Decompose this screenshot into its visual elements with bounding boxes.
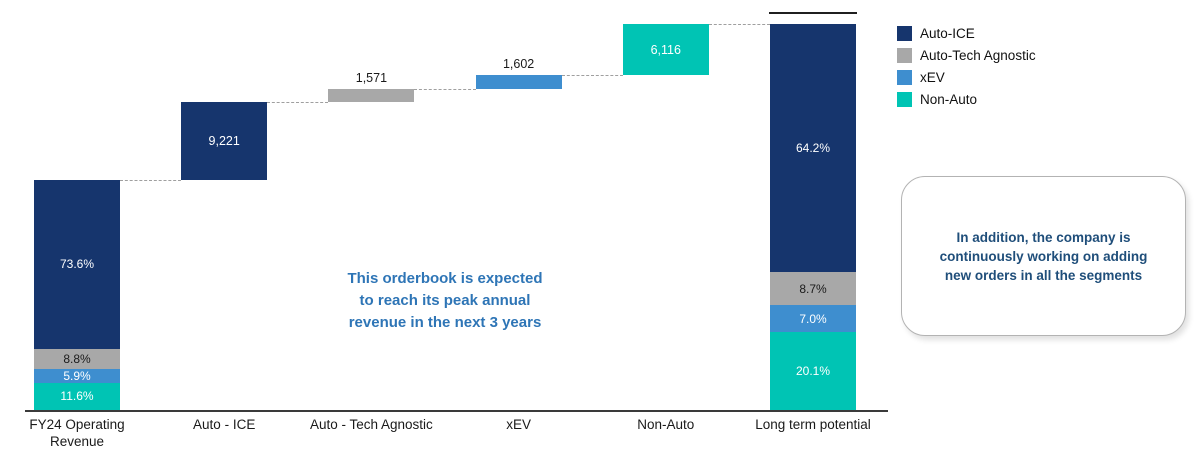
legend-swatch-auto-tech-agnostic [897, 48, 912, 63]
legend-label-non-auto: Non-Auto [920, 92, 978, 107]
orderbook-annotation: This orderbook is expected to reach its … [270, 268, 620, 334]
bar-segment-xev: 5.9% [34, 369, 120, 384]
callout-text: In addition, the company is continuously… [939, 229, 1148, 283]
bar-segment-auto-ice: 73.6% [34, 179, 120, 350]
legend: Auto-ICE Auto-Tech Agnostic xEV Non-Auto [897, 26, 1036, 114]
x-axis-label-non-auto: Non-Auto [637, 417, 695, 432]
top-edge-line [769, 12, 857, 14]
legend-label-auto-ice: Auto-ICE [920, 26, 975, 41]
x-axis-label-xev: xEV [506, 417, 531, 432]
annotation-line: to reach its peak annual [359, 292, 531, 309]
increment-bar-auto-ice: 9,221 [181, 102, 268, 180]
x-axis-label-auto-ice: Auto - ICE [193, 417, 256, 432]
increment-bar-non-auto: 6,116 [622, 24, 709, 76]
waterfall-connector [708, 24, 770, 25]
increment-bar-xev [475, 75, 562, 89]
legend-item-auto-tech-agnostic: Auto-Tech Agnostic [897, 48, 1036, 63]
waterfall-connector [414, 88, 476, 90]
bar-segment-non-auto: 11.6% [34, 383, 120, 410]
x-axis-label-long-term-potential: Long term potential [755, 417, 871, 432]
end-stacked-bar: 64.2% 8.7% 7.0% 20.1% [770, 24, 856, 410]
bar-segment-auto-tech-agnostic: 8.8% [34, 349, 120, 370]
legend-swatch-auto-ice [897, 26, 912, 41]
waterfall-connector [120, 179, 182, 181]
bar-segment-auto-tech-agnostic: 8.7% [770, 271, 856, 306]
legend-label-xev: xEV [920, 70, 945, 85]
x-axis-line [25, 410, 888, 412]
callout-box: In addition, the company is continuously… [901, 176, 1186, 336]
legend-swatch-xev [897, 70, 912, 85]
x-axis-label-fy24-operating-revenue: FY24 Operating Revenue [29, 417, 125, 449]
legend-label-auto-tech-agnostic: Auto-Tech Agnostic [920, 48, 1036, 63]
increment-bar-auto-tech-agnostic [328, 88, 415, 103]
bar-segment-non-auto: 20.1% [770, 332, 856, 410]
bar-segment-xev: 7.0% [770, 305, 856, 333]
annotation-line: This orderbook is expected [347, 270, 543, 287]
annotation-line: revenue in the next 3 years [348, 314, 542, 331]
start-stacked-bar: 73.6% 8.8% 5.9% 11.6% [34, 179, 120, 410]
waterfall-connector [267, 102, 329, 104]
value-label-auto-tech-agnostic: 1,571 [355, 70, 388, 85]
value-label-xev: 1,602 [502, 57, 535, 72]
waterfall-connector [561, 75, 623, 77]
bar-segment-auto-ice: 64.2% [770, 24, 856, 272]
x-axis-label-auto-tech-agnostic: Auto - Tech Agnostic [309, 417, 433, 432]
legend-swatch-non-auto [897, 92, 912, 107]
legend-item-xev: xEV [897, 70, 1036, 85]
legend-item-non-auto: Non-Auto [897, 92, 1036, 107]
legend-item-auto-ice: Auto-ICE [897, 26, 1036, 41]
